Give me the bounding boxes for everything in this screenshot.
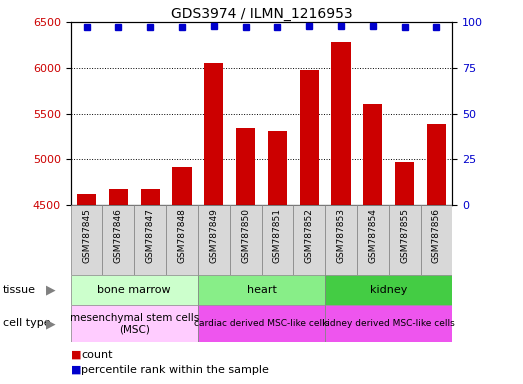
Text: GSM787847: GSM787847: [145, 208, 155, 263]
Title: GDS3974 / ILMN_1216953: GDS3974 / ILMN_1216953: [170, 7, 353, 21]
Text: GSM787850: GSM787850: [241, 208, 250, 263]
Text: GSM787849: GSM787849: [209, 208, 218, 263]
Text: kidney: kidney: [370, 285, 407, 295]
Bar: [293, 205, 325, 275]
Text: GSM787848: GSM787848: [177, 208, 187, 263]
Bar: [71, 205, 103, 275]
Bar: [420, 205, 452, 275]
Text: GSM787852: GSM787852: [305, 208, 314, 263]
Text: GSM787845: GSM787845: [82, 208, 91, 263]
Bar: [230, 205, 262, 275]
Bar: [389, 205, 420, 275]
Text: GSM787856: GSM787856: [432, 208, 441, 263]
Bar: [363, 104, 382, 384]
Bar: [236, 128, 255, 384]
Bar: [198, 205, 230, 275]
Bar: [198, 305, 325, 342]
Bar: [134, 205, 166, 275]
Text: heart: heart: [246, 285, 277, 295]
Text: mesenchymal stem cells
(MSC): mesenchymal stem cells (MSC): [70, 313, 199, 334]
Bar: [204, 63, 223, 384]
Text: GSM787855: GSM787855: [400, 208, 409, 263]
Text: percentile rank within the sample: percentile rank within the sample: [81, 365, 269, 375]
Text: GSM787846: GSM787846: [114, 208, 123, 263]
Bar: [141, 189, 160, 384]
Bar: [325, 305, 452, 342]
Text: cell type: cell type: [3, 318, 50, 328]
Bar: [262, 205, 293, 275]
Bar: [332, 42, 350, 384]
Bar: [166, 205, 198, 275]
Bar: [173, 167, 191, 384]
Bar: [427, 124, 446, 384]
Bar: [109, 189, 128, 384]
Bar: [103, 205, 134, 275]
Bar: [357, 205, 389, 275]
Text: bone marrow: bone marrow: [97, 285, 171, 295]
Text: GSM787853: GSM787853: [336, 208, 346, 263]
Text: count: count: [81, 350, 112, 360]
Text: GSM787854: GSM787854: [368, 208, 378, 263]
Text: kidney derived MSC-like cells: kidney derived MSC-like cells: [322, 319, 455, 328]
Bar: [325, 205, 357, 275]
Bar: [198, 275, 325, 305]
Text: ▶: ▶: [47, 283, 56, 296]
Bar: [268, 131, 287, 384]
Bar: [77, 194, 96, 384]
Text: GSM787851: GSM787851: [273, 208, 282, 263]
Bar: [395, 162, 414, 384]
Bar: [300, 70, 319, 384]
Text: ▶: ▶: [47, 317, 56, 330]
Bar: [71, 305, 198, 342]
Text: tissue: tissue: [3, 285, 36, 295]
Text: ■: ■: [71, 365, 81, 375]
Text: cardiac derived MSC-like cells: cardiac derived MSC-like cells: [194, 319, 329, 328]
Bar: [325, 275, 452, 305]
Bar: [71, 275, 198, 305]
Text: ■: ■: [71, 350, 81, 360]
